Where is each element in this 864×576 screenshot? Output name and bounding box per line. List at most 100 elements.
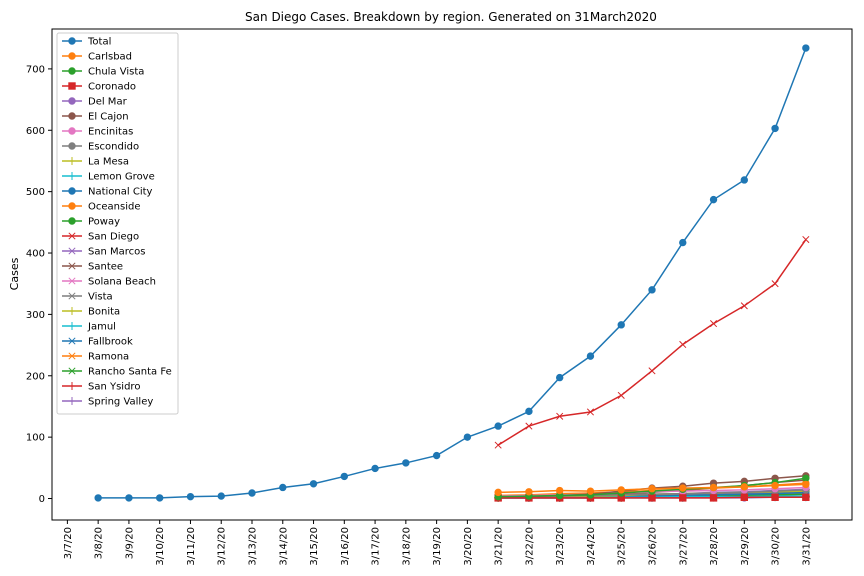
data-point bbox=[740, 483, 749, 491]
x-tick-label: 3/25/20 bbox=[617, 527, 628, 566]
data-point bbox=[586, 408, 595, 416]
legend-entry: Coronado bbox=[62, 82, 136, 93]
series-carlsbad bbox=[494, 480, 810, 497]
x-tick-label: 3/23/20 bbox=[555, 527, 566, 566]
data-point bbox=[555, 373, 564, 382]
legend-label: Solana Beach bbox=[88, 277, 156, 288]
legend-label: Chula Vista bbox=[88, 67, 144, 78]
data-point bbox=[494, 441, 502, 449]
legend-marker bbox=[68, 37, 76, 45]
legend-marker bbox=[68, 397, 76, 405]
legend-label: Poway bbox=[88, 217, 120, 228]
data-point bbox=[709, 195, 718, 204]
legend-label: Jamul bbox=[87, 322, 116, 333]
y-axis-title: Cases bbox=[8, 257, 21, 290]
legend-box bbox=[56, 32, 179, 415]
legend-entry: San Diego bbox=[62, 232, 139, 243]
y-tick-label: 100 bbox=[26, 433, 45, 444]
x-tick-label: 3/22/20 bbox=[524, 527, 535, 566]
data-point bbox=[709, 320, 718, 328]
legend-entry: Lemon Grove bbox=[62, 172, 155, 183]
legend-marker bbox=[68, 277, 76, 285]
data-point bbox=[309, 480, 318, 488]
series-line bbox=[98, 47, 807, 499]
data-point bbox=[494, 488, 502, 497]
legend-entry: Vista bbox=[62, 292, 113, 303]
data-point bbox=[586, 352, 595, 360]
data-point bbox=[771, 280, 779, 288]
legend-marker bbox=[68, 142, 76, 150]
legend-marker bbox=[68, 217, 76, 225]
data-point bbox=[617, 321, 625, 329]
legend-entry: Carlsbad bbox=[62, 52, 132, 63]
x-tick-label: 3/30/20 bbox=[771, 527, 782, 566]
legend-label: Lemon Grove bbox=[88, 172, 155, 183]
legend-entry: Total bbox=[62, 37, 111, 48]
data-point bbox=[648, 286, 656, 294]
x-tick-label: 3/14/20 bbox=[278, 527, 289, 566]
data-point bbox=[771, 481, 779, 490]
legend-marker bbox=[68, 202, 76, 210]
data-point bbox=[525, 407, 533, 416]
legend-entry: Oceanside bbox=[62, 202, 140, 213]
x-tick-label: 3/10/20 bbox=[155, 527, 166, 566]
legend-marker bbox=[68, 247, 76, 255]
x-tick-label: 3/26/20 bbox=[648, 527, 659, 566]
data-point bbox=[771, 124, 779, 133]
legend-marker bbox=[68, 157, 76, 165]
data-point bbox=[740, 302, 748, 310]
x-tick-label: 3/11/20 bbox=[186, 527, 197, 566]
legend-label: Santee bbox=[88, 262, 123, 273]
data-point bbox=[802, 44, 810, 52]
data-point bbox=[494, 422, 502, 430]
legend-label: Vista bbox=[88, 292, 113, 303]
legend-entry: Del Mar bbox=[62, 97, 128, 108]
data-point bbox=[125, 494, 133, 502]
series-line bbox=[497, 239, 807, 446]
data-point bbox=[617, 486, 625, 494]
legend-entry: National City bbox=[62, 187, 153, 198]
legend: Total Carlsbad Chula Vista Coronado Del Mar E… bbox=[56, 32, 179, 415]
x-tick-label: 3/27/20 bbox=[678, 527, 689, 566]
x-tick-label: 3/18/20 bbox=[401, 527, 412, 566]
legend-label: Encinitas bbox=[88, 127, 133, 138]
legend-marker bbox=[68, 97, 76, 105]
legend-label: Ramona bbox=[88, 352, 129, 363]
legend-marker bbox=[68, 337, 76, 345]
data-point bbox=[586, 487, 595, 495]
data-point bbox=[802, 474, 810, 482]
data-point bbox=[679, 340, 687, 349]
legend-marker bbox=[68, 322, 76, 330]
legend-label: Total bbox=[87, 37, 111, 48]
x-tick-label: 3/20/20 bbox=[463, 527, 474, 566]
x-tick-label: 3/24/20 bbox=[586, 527, 597, 566]
y-tick-label: 0 bbox=[39, 494, 45, 505]
x-tick-label: 3/17/20 bbox=[371, 527, 382, 566]
y-tick-label: 600 bbox=[26, 126, 45, 137]
legend-marker bbox=[68, 307, 76, 315]
data-point bbox=[648, 494, 656, 502]
legend-entry: Encinitas bbox=[62, 127, 133, 138]
data-point bbox=[679, 484, 687, 492]
data-point bbox=[186, 492, 195, 501]
x-tick-label: 3/7/20 bbox=[63, 527, 74, 559]
x-tick-label: 3/8/20 bbox=[94, 527, 105, 559]
data-point bbox=[555, 486, 564, 495]
x-tick-label: 3/21/20 bbox=[494, 527, 505, 566]
legend-marker bbox=[68, 292, 76, 300]
x-tick-label: 3/13/20 bbox=[248, 527, 259, 566]
x-tick-label: 3/12/20 bbox=[217, 527, 228, 566]
legend-entry: Chula Vista bbox=[62, 67, 144, 78]
legend-entry: Spring Valley bbox=[62, 397, 153, 408]
data-point bbox=[402, 459, 410, 467]
legend-entry: Jamul bbox=[62, 322, 116, 333]
plot-area: 0 100 200 300 400 500 600 700 3/7/20 3/8/20 3/9/20… bbox=[26, 28, 853, 566]
legend-entry: Solana Beach bbox=[62, 277, 156, 288]
legend-marker bbox=[68, 127, 76, 135]
data-point bbox=[617, 391, 625, 399]
legend-marker bbox=[68, 262, 76, 270]
legend-entry: Bonita bbox=[62, 307, 120, 318]
legend-entry: Rancho Santa Fe bbox=[62, 367, 172, 378]
x-tick-label: 3/9/20 bbox=[124, 527, 135, 559]
legend-label: Fallbrook bbox=[88, 337, 133, 348]
